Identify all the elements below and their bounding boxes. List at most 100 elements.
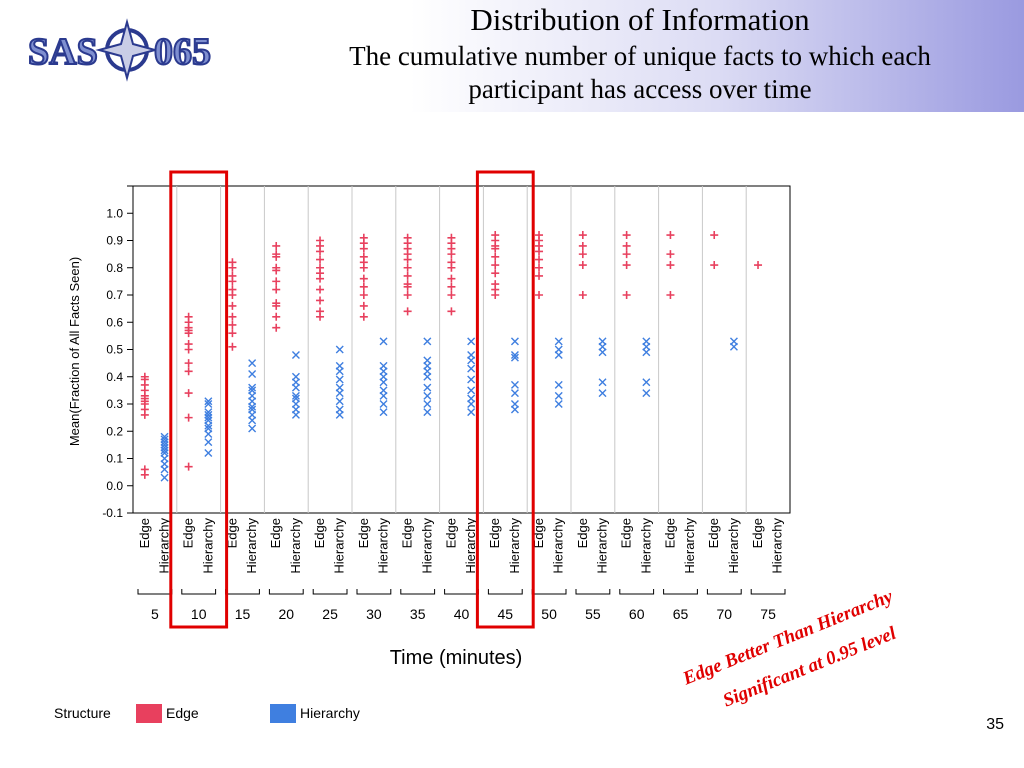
hierarchy-point (379, 386, 388, 395)
x-category-label: 10 (191, 606, 207, 622)
edge-point (228, 312, 237, 321)
edge-point (184, 413, 193, 422)
sas-065-logo: SAS 065 (27, 18, 212, 82)
x-subcategory-label: Edge (487, 518, 502, 548)
edge-point (622, 261, 631, 270)
y-tick-label: 0.2 (106, 424, 123, 438)
hierarchy-point (379, 361, 388, 370)
y-tick-label: 0.1 (106, 452, 123, 466)
hierarchy-point (510, 350, 519, 359)
edge-point (140, 465, 149, 474)
hierarchy-point (335, 361, 344, 370)
hierarchy-point (335, 383, 344, 392)
edge-point (491, 252, 500, 261)
x-category-label: 5 (151, 606, 159, 622)
category-bracket (312, 589, 348, 595)
legend-label-edge: Edge (166, 705, 199, 721)
category-bracket (487, 589, 523, 595)
x-subcategory-label: Edge (181, 518, 196, 548)
legend-title: Structure (54, 705, 111, 721)
edge-point (359, 252, 368, 261)
hierarchy-point (160, 435, 169, 444)
x-subcategory-label: Hierarchy (770, 518, 785, 574)
category-bracket (225, 589, 260, 595)
category-bracket (137, 589, 173, 595)
edge-point (359, 233, 368, 242)
hierarchy-point (204, 397, 213, 406)
x-subcategory-label: Hierarchy (463, 518, 478, 574)
y-tick-label: 0.3 (106, 397, 123, 411)
hierarchy-point (467, 386, 476, 395)
hierarchy-point (379, 337, 388, 346)
y-tick-label: 0.9 (106, 234, 123, 248)
x-subcategory-label: Edge (531, 518, 546, 548)
hierarchy-point (204, 408, 213, 417)
edge-point (666, 250, 675, 259)
x-subcategory-label: Hierarchy (419, 518, 434, 574)
hierarchy-point (248, 424, 257, 433)
edge-point (184, 312, 193, 321)
hierarchy-point (204, 400, 213, 408)
x-subcategory-label: Edge (224, 518, 239, 548)
hierarchy-point (467, 408, 476, 417)
logo-text-left: SAS (28, 31, 98, 73)
y-tick-label: 0.8 (106, 261, 123, 275)
hierarchy-point (510, 380, 519, 389)
edge-point (316, 263, 325, 272)
hierarchy-point (598, 378, 607, 387)
edge-point (359, 291, 368, 299)
edge-point (184, 389, 193, 398)
edge-point (403, 280, 412, 289)
edge-point (666, 291, 675, 299)
edge-point (359, 282, 368, 291)
hierarchy-point (335, 397, 344, 406)
edge-point (316, 307, 325, 316)
category-bracket (706, 589, 742, 595)
edge-point (447, 291, 456, 299)
edge-point (184, 367, 193, 376)
x-category-label: 45 (498, 606, 514, 622)
edge-point (447, 307, 456, 316)
hierarchy-point (423, 356, 432, 365)
edge-point (140, 372, 149, 381)
edge-point (754, 261, 763, 270)
edge-point (491, 280, 500, 289)
edge-point (228, 301, 237, 310)
x-subcategory-label: Hierarchy (244, 518, 259, 574)
hierarchy-point (335, 375, 344, 384)
category-bracket (400, 589, 436, 595)
legend-label-hierarchy: Hierarchy (300, 705, 360, 721)
y-axis-label: Mean(Fraction of All Facts Seen) (67, 257, 82, 446)
edge-point (535, 291, 544, 299)
edge-point (403, 233, 412, 242)
hierarchy-point (379, 400, 388, 408)
edge-point (316, 285, 325, 294)
hierarchy-point (291, 372, 300, 381)
hierarchy-point (554, 380, 563, 389)
hierarchy-point (467, 337, 476, 346)
edge-point (535, 263, 544, 272)
x-subcategory-label: Hierarchy (682, 518, 697, 574)
edge-point (228, 342, 237, 351)
edge-point (710, 261, 719, 270)
y-tick-label: 0.0 (106, 479, 123, 493)
hierarchy-point (423, 408, 432, 417)
edge-point (403, 271, 412, 280)
hierarchy-point (510, 353, 519, 362)
category-bracket (531, 589, 567, 595)
x-subcategory-label: Hierarchy (288, 518, 303, 574)
hierarchy-point (510, 337, 519, 346)
x-category-label: 15 (235, 606, 251, 622)
header-band (0, 0, 1024, 112)
edge-point (622, 231, 631, 240)
hierarchy-point (598, 337, 607, 346)
edge-point (491, 231, 500, 240)
edge-point (272, 241, 281, 250)
hierarchy-point (160, 432, 169, 441)
x-subcategory-label: Hierarchy (332, 518, 347, 574)
edge-point (359, 312, 368, 321)
x-category-label: 70 (717, 606, 733, 622)
edge-point (403, 307, 412, 316)
category-bracket (268, 589, 304, 595)
x-subcategory-label: Edge (575, 518, 590, 548)
